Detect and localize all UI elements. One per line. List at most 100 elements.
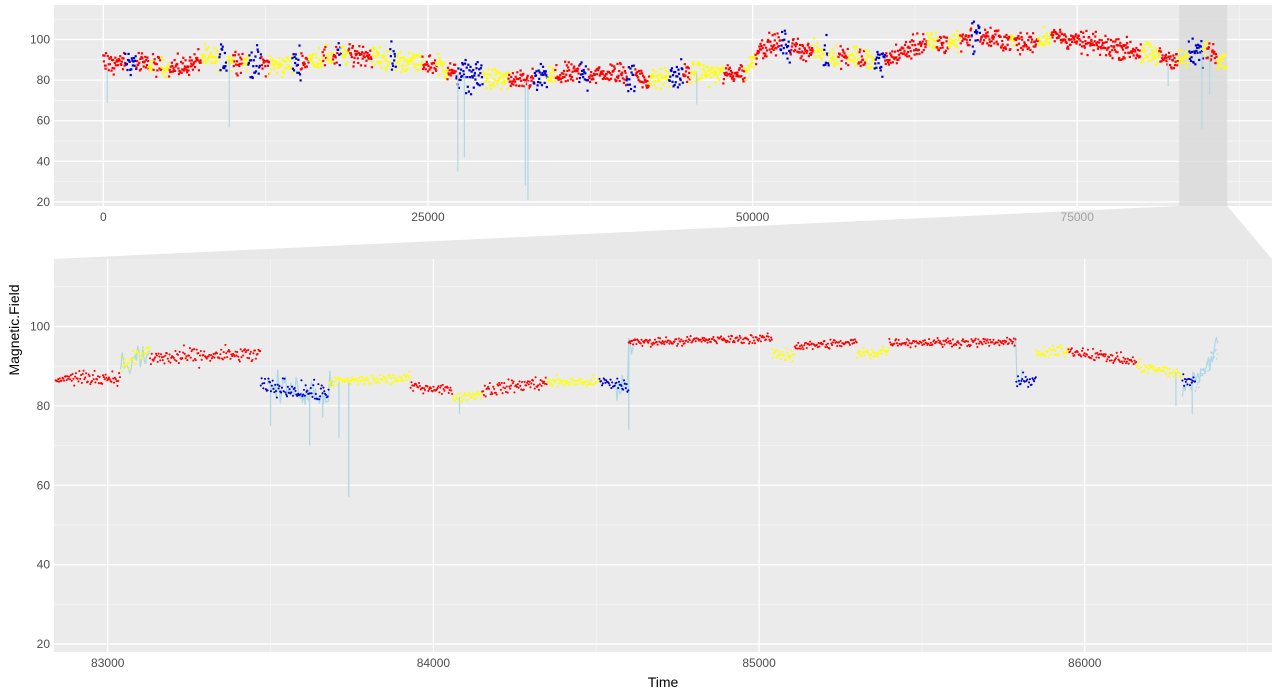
- detail-point: [111, 370, 114, 373]
- overview-point: [176, 52, 179, 55]
- overview-point: [1041, 44, 1044, 47]
- overview-point: [575, 77, 579, 80]
- overview-point: [419, 55, 422, 58]
- overview-point: [997, 29, 1000, 32]
- overview-point: [272, 63, 275, 67]
- overview-point: [408, 58, 412, 61]
- overview-point: [960, 50, 963, 53]
- overview-point: [446, 78, 449, 81]
- overview-point: [904, 40, 908, 44]
- overview-point: [1101, 41, 1104, 45]
- overview-point: [1191, 50, 1194, 54]
- detail-point: [188, 347, 191, 350]
- overview-point: [1117, 38, 1120, 41]
- overview-point: [122, 51, 126, 55]
- overview-point: [641, 86, 644, 89]
- overview-point: [533, 71, 536, 75]
- overview-point: [1161, 54, 1164, 57]
- overview-point: [266, 59, 269, 62]
- overview-point: [344, 52, 347, 56]
- detail-point: [668, 342, 671, 345]
- overview-point: [945, 36, 949, 39]
- overview-point: [892, 56, 896, 59]
- overview-point: [481, 83, 484, 86]
- overview-point: [608, 79, 611, 82]
- detail-point: [831, 344, 834, 347]
- detail-point: [324, 393, 328, 396]
- detail-point: [1213, 356, 1215, 358]
- detail-point: [344, 380, 347, 383]
- overview-point: [1079, 39, 1082, 42]
- overview-point: [307, 61, 310, 64]
- overview-point: [754, 53, 757, 56]
- overview-point: [634, 68, 637, 71]
- overview-point: [187, 73, 191, 77]
- overview-point: [820, 57, 823, 60]
- detail-point: [286, 385, 289, 388]
- overview-point: [1176, 61, 1180, 65]
- overview-point: [386, 50, 389, 53]
- detail-point: [706, 341, 709, 344]
- overview-point: [350, 53, 353, 56]
- detail-point: [532, 379, 535, 382]
- overview-point: [646, 85, 650, 89]
- overview-point: [866, 66, 869, 69]
- overview-point: [665, 75, 668, 78]
- overview-point: [1193, 51, 1196, 55]
- overview-point: [289, 59, 292, 62]
- overview-point: [783, 38, 786, 41]
- detail-point: [312, 384, 315, 387]
- detail-point: [101, 382, 104, 385]
- detail-point: [777, 350, 780, 353]
- overview-point: [487, 73, 491, 76]
- detail-point: [1034, 376, 1037, 379]
- detail-point: [836, 344, 839, 348]
- overview-point: [1125, 46, 1128, 50]
- detail-point: [304, 384, 307, 387]
- overview-point: [1109, 54, 1112, 57]
- detail-point: [600, 384, 604, 387]
- detail-point: [340, 378, 343, 381]
- overview-point: [426, 63, 429, 66]
- detail-point: [687, 340, 690, 344]
- overview-point: [510, 75, 513, 79]
- detail-point: [239, 348, 242, 351]
- detail-point: [159, 359, 162, 362]
- detail-point: [1112, 361, 1115, 365]
- overview-point: [687, 76, 690, 79]
- overview-point: [1178, 48, 1181, 51]
- overview-point: [255, 64, 258, 68]
- overview-point: [769, 40, 772, 43]
- detail-point: [573, 380, 576, 383]
- overview-point: [1172, 54, 1175, 57]
- overview-point: [507, 77, 510, 80]
- detail-point: [729, 337, 732, 341]
- detail-point: [316, 398, 319, 401]
- overview-point: [469, 65, 472, 68]
- detail-point: [277, 387, 280, 390]
- detail-point: [361, 379, 364, 382]
- detail-point: [442, 387, 445, 391]
- overview-point: [632, 64, 635, 67]
- detail-point: [526, 381, 529, 384]
- detail-point: [509, 387, 512, 390]
- overview-point: [618, 69, 621, 73]
- overview-point: [1164, 53, 1167, 56]
- overview-point: [1090, 39, 1093, 43]
- overview-point: [1064, 38, 1067, 41]
- overview-point: [492, 82, 495, 85]
- overview-point: [867, 49, 870, 53]
- detail-point: [904, 343, 907, 346]
- overview-point: [996, 42, 999, 45]
- detail-point: [259, 350, 262, 353]
- detail-point: [1049, 353, 1052, 356]
- detail-point: [660, 342, 663, 345]
- overview-point: [1052, 31, 1055, 34]
- detail-point: [1061, 348, 1064, 351]
- overview-point: [938, 39, 941, 42]
- overview-point: [912, 40, 915, 43]
- overview-point: [954, 43, 957, 47]
- overview-point: [564, 60, 567, 63]
- detail-point: [917, 342, 921, 345]
- overview-point: [1080, 45, 1084, 48]
